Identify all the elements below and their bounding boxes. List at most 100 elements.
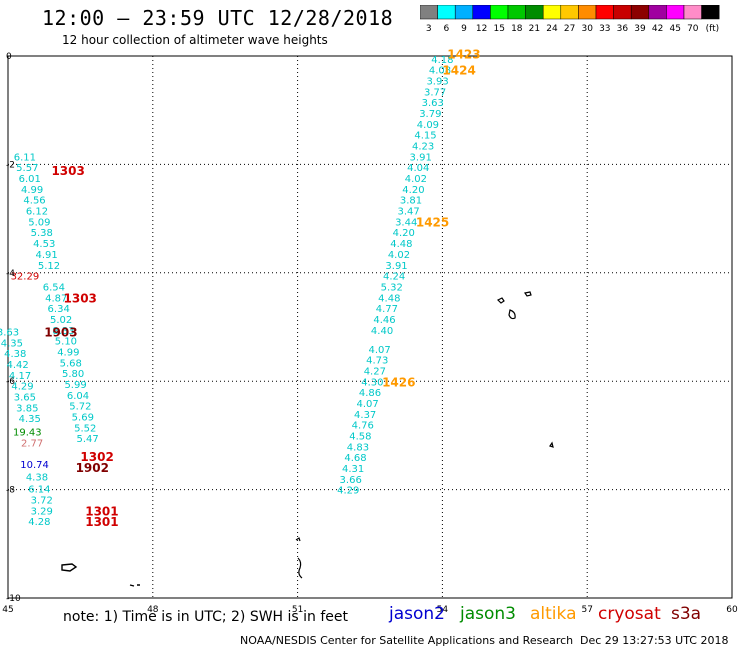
color-bin-label: 30 — [581, 24, 593, 34]
wave-height-value: 4.17 — [9, 371, 31, 382]
wave-height-value: 3.66 — [340, 475, 362, 486]
longitude-tick-label: 48 — [147, 605, 159, 615]
wave-height-value: 4.31 — [342, 464, 364, 475]
longitude-tick-label: 60 — [726, 605, 738, 615]
color-bin-label: 70 — [687, 24, 699, 34]
pass-time-label: 1425 — [416, 215, 449, 229]
wave-height-value: 4.56 — [23, 196, 45, 207]
wave-height-value: 3.44 — [395, 217, 417, 228]
wave-height-value: 3.72 — [31, 495, 53, 506]
map-title: 12:00 — 23:59 UTC 12/28/2018 — [42, 6, 394, 30]
satellite-legend-jason2: jason2 — [389, 604, 445, 624]
wave-height-value: 4.48 — [390, 239, 412, 250]
longitude-tick-label: 57 — [581, 605, 592, 615]
wave-height-value: 6.04 — [67, 391, 89, 402]
color-bin-label: 6 — [444, 24, 450, 34]
pass-time-label: 1301 — [85, 515, 118, 529]
pass-time-label: 1303 — [64, 291, 97, 305]
satellite-legend-s3a: s3a — [671, 604, 702, 624]
color-bin-label: 12 — [476, 24, 487, 34]
wave-height-value: 4.38 — [26, 473, 48, 484]
wave-height-value: 10.74 — [20, 460, 49, 471]
wave-height-value: 6.14 — [28, 485, 50, 496]
wave-height-value: 4.28 — [28, 517, 50, 528]
wave-height-value: 4.87 — [45, 293, 67, 304]
wave-height-value: 4.76 — [352, 421, 374, 432]
wave-height-value: 19.43 — [13, 428, 42, 439]
wave-height-value: 3.63 — [0, 327, 19, 338]
pass-time-label: 1303 — [51, 164, 84, 178]
island-outline — [496, 291, 532, 320]
wave-height-value: 4.02 — [405, 174, 427, 185]
wave-height-value: 4.48 — [378, 293, 400, 304]
color-unit-label: (ft) — [706, 24, 720, 34]
wave-height-value: 3.29 — [31, 506, 53, 517]
wave-height-value: 3.85 — [16, 403, 38, 414]
wave-height-value: 4.91 — [35, 250, 57, 261]
wave-height-value: 8.33 — [52, 326, 74, 337]
wave-height-value: 4.15 — [414, 131, 436, 142]
wave-height-value: 4.07 — [356, 399, 378, 410]
color-bin-label: 45 — [669, 24, 680, 34]
map-frame — [7, 55, 733, 599]
color-bin-label: 21 — [529, 24, 540, 34]
wave-height-value: 4.04 — [407, 163, 429, 174]
color-bin-label: 18 — [511, 24, 523, 34]
wave-height-value: 5.99 — [64, 380, 86, 391]
wave-height-value: 4.18 — [431, 55, 453, 66]
wave-height-value: 4.35 — [19, 414, 41, 425]
wave-height-value: 4.29 — [337, 486, 359, 497]
wave-height-value: 5.80 — [62, 369, 84, 380]
wave-height-value: 5.12 — [38, 261, 60, 272]
pass-time-label: 1902 — [76, 461, 109, 475]
wave-height-value: 5.69 — [72, 413, 94, 424]
wave-height-value: 4.08 — [429, 66, 451, 77]
wave-height-value: 4.02 — [388, 250, 410, 261]
color-bin-label: 33 — [599, 24, 610, 34]
wave-height-value: 5.38 — [31, 228, 53, 239]
latitude-tick-label: -4 — [6, 269, 15, 279]
color-bin-label: 24 — [546, 24, 558, 34]
latitude-tick-label: 0 — [6, 52, 12, 62]
wave-height-value: 6.11 — [14, 152, 36, 163]
wave-height-value: 4.37 — [354, 410, 376, 421]
wave-height-value: 3.79 — [419, 109, 441, 120]
map-grid — [7, 55, 733, 599]
wave-height-value: 4.38 — [4, 349, 26, 360]
altimeter-tracks: 4.184.083.933.773.633.794.094.154.233.91… — [0, 55, 454, 528]
wave-height-value: 4.99 — [21, 185, 43, 196]
wave-height-value: 5.47 — [77, 434, 99, 445]
longitude-tick-label: 51 — [292, 605, 303, 615]
longitude-tick-label: 45 — [2, 605, 13, 615]
color-bin-label: 27 — [564, 24, 575, 34]
island-outline — [61, 563, 140, 587]
wave-height-value: 6.01 — [19, 174, 41, 185]
wave-height-value: 4.24 — [383, 272, 405, 283]
wave-height-value: 4.09 — [417, 120, 439, 131]
color-bin-label: 3 — [426, 24, 432, 34]
wave-height-value: 4.58 — [349, 431, 371, 442]
wave-height-value: 4.46 — [373, 315, 395, 326]
units-note: note: 1) Time is in UTC; 2) SWH is in fe… — [63, 609, 349, 625]
wave-height-value: 3.91 — [385, 261, 407, 272]
satellite-legend-cryosat: cryosat — [598, 604, 661, 624]
wave-height-value: 6.54 — [43, 282, 65, 293]
map-subtitle: 12 hour collection of altimeter wave hei… — [62, 33, 328, 47]
wave-height-value: 2.77 — [21, 439, 43, 450]
wave-height-value: 4.73 — [366, 356, 388, 367]
wave-height-value: 5.68 — [60, 358, 82, 369]
wave-height-value: 5.02 — [50, 315, 72, 326]
color-bin-label: 42 — [652, 24, 663, 34]
color-scale-legend: 3 6 9 12 15 18 21 24 27 30 33 36 39 42 45 70 (ft) — [420, 5, 720, 34]
wave-height-value: 3.47 — [397, 207, 419, 218]
wave-height-value: 3.77 — [424, 87, 446, 98]
wave-height-value: 4.53 — [33, 239, 55, 250]
wave-height-value: 4.35 — [1, 338, 23, 349]
wave-height-value: 3.81 — [400, 196, 422, 207]
color-bin-label: 15 — [493, 24, 504, 34]
wave-height-value: 4.27 — [364, 366, 386, 377]
wave-height-value: 4.40 — [371, 326, 393, 337]
wave-height-value: 3.93 — [426, 76, 448, 87]
wave-height-value: 3.91 — [410, 152, 432, 163]
